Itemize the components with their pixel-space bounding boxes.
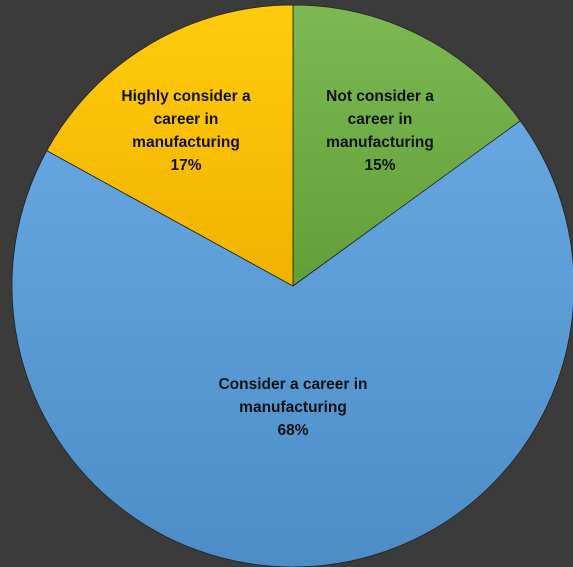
slice-label-3: Highly consider a career in manufacturing 1… (121, 88, 251, 174)
pie-slice-2 (11, 120, 573, 567)
pie-slices (11, 4, 573, 567)
slice-label-line: manufacturing (326, 134, 434, 151)
slice-label-line: Highly consider a (121, 88, 251, 105)
slice-label-line: manufacturing (239, 399, 347, 416)
slice-label-line: career in (154, 111, 219, 128)
pie-slice-1 (292, 4, 521, 287)
slice-value-label: 15% (364, 157, 395, 174)
slice-label-line: career in (348, 111, 413, 128)
slice-label-2: Consider a career in manufacturing 68% (218, 376, 367, 439)
slice-value-label: 17% (170, 157, 201, 174)
slice-labels: Not consider a career in manufacturing 15% C… (121, 88, 434, 439)
slice-label-line: Not consider a (326, 88, 434, 105)
slice-label-1: Not consider a career in manufacturing 15% (326, 88, 434, 174)
slice-label-line: Consider a career in (218, 376, 367, 393)
pie-slice-3 (46, 4, 294, 287)
slice-label-line: manufacturing (132, 134, 240, 151)
slice-value-label: 68% (277, 422, 308, 439)
